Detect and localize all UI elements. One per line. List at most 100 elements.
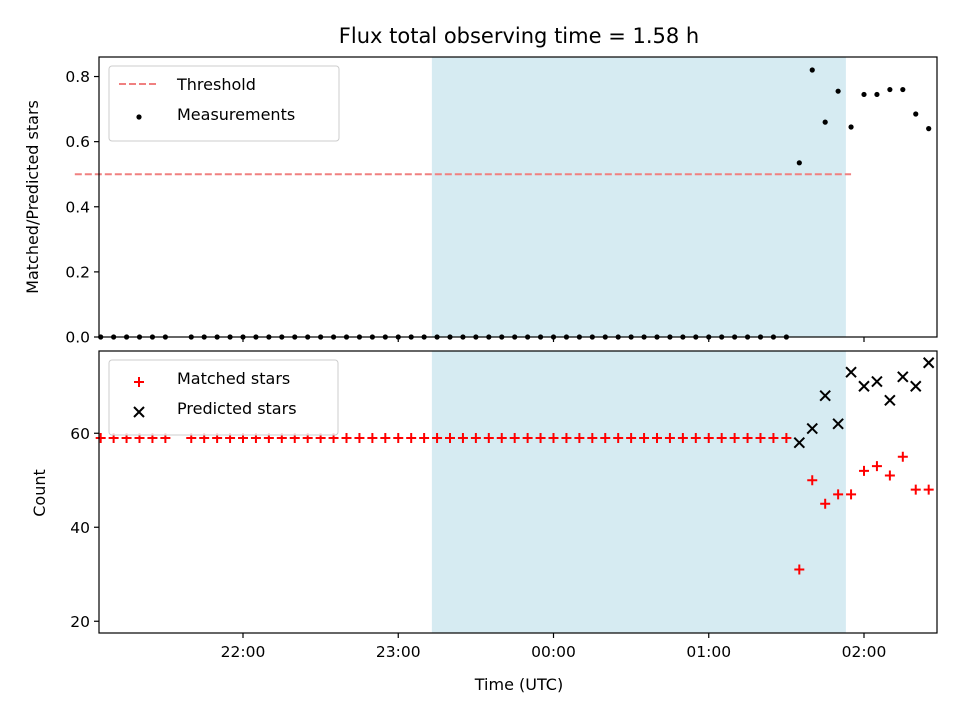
data-point xyxy=(874,91,880,98)
data-point xyxy=(690,432,701,443)
data-point xyxy=(470,432,481,443)
data-point xyxy=(781,432,792,443)
series-matched-stars xyxy=(95,432,934,575)
x-axis-label: Time (UTC) xyxy=(474,675,563,694)
data-point xyxy=(548,432,559,443)
axes-frame xyxy=(98,56,938,338)
data-point xyxy=(887,86,893,93)
data-point xyxy=(483,432,494,443)
y-axis-label-bottom: Count xyxy=(30,469,49,517)
data-point xyxy=(574,432,585,443)
data-point xyxy=(600,432,611,443)
legend-marker xyxy=(134,377,144,387)
data-point xyxy=(807,475,818,486)
legend-label: Threshold xyxy=(176,75,256,94)
data-point xyxy=(716,432,727,443)
data-point xyxy=(535,432,546,443)
data-point xyxy=(432,432,443,443)
data-point xyxy=(341,432,352,443)
data-point xyxy=(496,432,507,443)
x-tick-label: 01:00 xyxy=(686,643,731,661)
data-point xyxy=(406,432,417,443)
data-point xyxy=(587,432,598,443)
data-point xyxy=(871,461,882,472)
data-point xyxy=(820,498,831,509)
legend-box xyxy=(108,359,339,436)
data-point xyxy=(910,380,922,392)
data-point xyxy=(806,422,818,435)
data-point xyxy=(832,418,844,430)
data-point xyxy=(755,432,766,443)
data-point xyxy=(819,389,831,402)
data-point xyxy=(95,432,106,443)
observing-span xyxy=(431,57,846,337)
legend-label: Measurements xyxy=(177,105,295,124)
data-point xyxy=(796,160,802,166)
data-point xyxy=(848,124,854,130)
observing-span xyxy=(431,351,846,633)
data-point xyxy=(897,451,908,462)
x-tick-label: 23:00 xyxy=(376,643,421,661)
axes-frame xyxy=(98,350,938,634)
data-point xyxy=(703,432,714,443)
legend-label: Predicted stars xyxy=(177,399,297,418)
data-point xyxy=(835,88,841,94)
y-tick-label: 20 xyxy=(70,613,90,631)
y-tick-label: 0.8 xyxy=(65,68,90,86)
x-tick-label: 02:00 xyxy=(842,643,887,661)
data-point xyxy=(884,394,896,407)
y-tick-label: 0.4 xyxy=(65,198,90,216)
data-point xyxy=(871,375,883,388)
data-point xyxy=(354,432,365,443)
data-point xyxy=(367,432,378,443)
data-point xyxy=(923,484,934,495)
series-predicted-stars xyxy=(793,357,935,449)
x-tick-label: 00:00 xyxy=(531,643,576,661)
data-point xyxy=(913,111,919,117)
legend: Matched stars Predicted stars xyxy=(108,359,339,436)
data-point xyxy=(858,380,870,392)
data-point xyxy=(845,366,857,378)
data-point xyxy=(897,371,909,383)
data-point xyxy=(509,432,520,443)
y-tick-label: 60 xyxy=(70,425,90,443)
data-point xyxy=(561,432,572,443)
data-point xyxy=(822,119,828,125)
data-point xyxy=(859,465,869,476)
data-point xyxy=(639,432,650,443)
y-axis-label-top: Matched/Predicted stars xyxy=(23,100,42,294)
data-point xyxy=(861,91,867,98)
y-tick-label: 40 xyxy=(70,519,90,537)
data-point xyxy=(419,432,430,443)
data-point xyxy=(900,86,906,93)
data-point xyxy=(846,489,857,500)
bottom-panel: 20 40 60 22:00 23:00 00:00 01:00 02:00 Matched s… xyxy=(70,350,938,661)
data-point xyxy=(742,432,753,443)
data-point xyxy=(833,489,844,500)
top-panel: 0.0 0.2 0.4 0.6 0.8 Threshold Measurements xyxy=(65,56,938,347)
data-point xyxy=(922,357,935,369)
data-point xyxy=(457,432,468,443)
data-point xyxy=(729,432,740,443)
legend-label: Matched stars xyxy=(177,369,290,388)
legend-marker xyxy=(133,406,145,418)
data-point xyxy=(768,432,779,443)
data-point xyxy=(445,432,455,443)
data-point xyxy=(522,432,533,443)
data-point xyxy=(884,470,895,481)
chart-title: Flux total observing time = 1.58 h xyxy=(339,24,699,48)
legend-box xyxy=(108,65,340,142)
data-point xyxy=(652,432,662,443)
x-tick-label: 22:00 xyxy=(221,643,266,661)
data-point xyxy=(393,432,404,443)
data-point xyxy=(926,126,932,132)
data-point xyxy=(794,564,805,575)
data-point xyxy=(380,432,391,443)
y-tick-label: 0.0 xyxy=(65,329,90,347)
data-point xyxy=(664,432,675,443)
legend: Threshold Measurements xyxy=(108,65,340,142)
data-point xyxy=(809,67,815,73)
data-point xyxy=(910,484,921,495)
y-tick-label: 0.2 xyxy=(65,263,90,281)
